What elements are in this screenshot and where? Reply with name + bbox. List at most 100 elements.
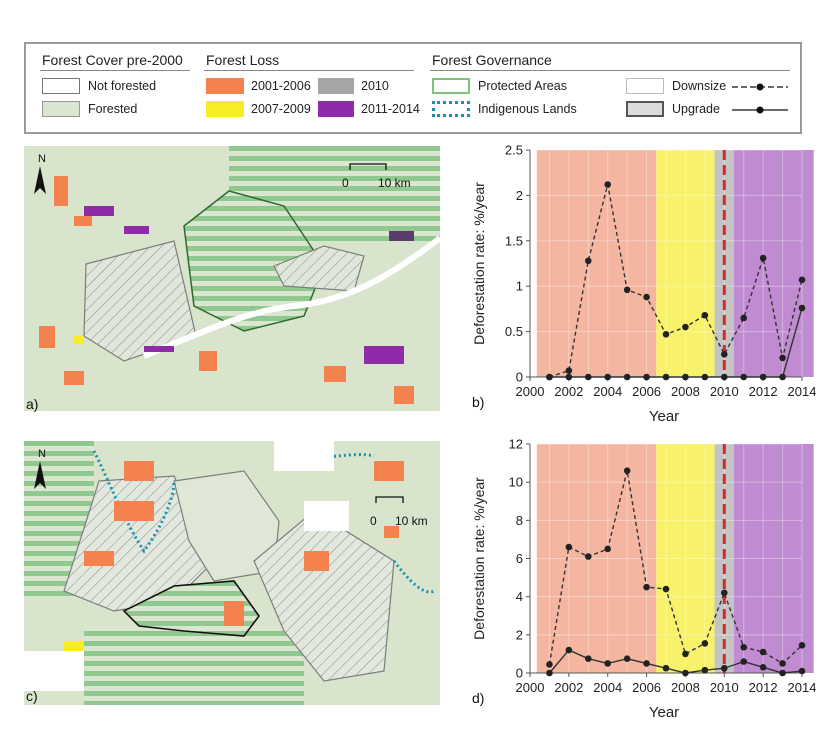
data-point-dashed bbox=[623, 286, 631, 294]
series-line-solid bbox=[548, 649, 803, 674]
data-point-dashed bbox=[759, 648, 767, 656]
data-point-solid bbox=[798, 667, 806, 675]
indigenous-land-boundary-east bbox=[392, 560, 435, 594]
series-line-dashed bbox=[548, 470, 803, 665]
svg-text:0: 0 bbox=[370, 514, 377, 528]
svg-text:N: N bbox=[38, 448, 46, 460]
y-tick-label: 2 bbox=[516, 627, 523, 642]
data-point-solid bbox=[662, 373, 670, 381]
chart-d: 0 2 4 6 8 10 12 2000 2002 2004 2006 2008 2010 2012 201… bbox=[471, 437, 816, 722]
legend-label-indigenous-lands: Indigenous Lands bbox=[478, 102, 577, 116]
data-point-solid bbox=[759, 663, 767, 671]
swatch-loss-2011-2014 bbox=[318, 101, 354, 117]
forest-loss-patches bbox=[64, 461, 404, 651]
panel-letter-c: c) bbox=[26, 688, 38, 704]
data-point-solid bbox=[643, 373, 650, 381]
x-tick-label: 2012 bbox=[749, 384, 778, 399]
data-point-dashed bbox=[546, 661, 553, 668]
north-arrow: N bbox=[34, 448, 46, 489]
data-point-dashed bbox=[643, 583, 650, 591]
y-tick-label: 0.5 bbox=[505, 324, 523, 339]
data-point-dashed bbox=[779, 660, 786, 667]
data-point-solid bbox=[779, 669, 786, 677]
period-band-2011-2014 bbox=[734, 150, 814, 377]
scale-bar: 0 10 km bbox=[342, 163, 411, 190]
data-point-solid bbox=[584, 655, 592, 662]
legend-divider-cover bbox=[40, 70, 190, 71]
data-point-solid bbox=[682, 373, 689, 381]
data-point-solid bbox=[759, 373, 767, 381]
legend-label-forested: Forested bbox=[88, 102, 138, 116]
data-point-solid bbox=[701, 373, 709, 381]
y-tick-label: 4 bbox=[516, 589, 523, 604]
data-point-solid bbox=[623, 373, 631, 381]
data-point-dashed bbox=[701, 640, 709, 647]
y-tick-label: 8 bbox=[516, 513, 523, 528]
data-point-dashed bbox=[798, 276, 806, 284]
legend-box: Forest Cover pre-2000 Forest Loss Forest… bbox=[24, 42, 802, 134]
legend-label-upgrade: Upgrade bbox=[672, 102, 720, 116]
downsize-line-icon bbox=[732, 83, 788, 91]
legend-header-forest-cover: Forest Cover pre-2000 bbox=[42, 52, 183, 68]
swatch-loss-2001-2006 bbox=[206, 78, 244, 94]
y-tick-label: 0 bbox=[516, 666, 523, 681]
forest-loss-patches bbox=[39, 176, 414, 404]
data-point-solid bbox=[546, 669, 553, 677]
north-arrow: N bbox=[34, 153, 46, 194]
data-point-solid bbox=[682, 669, 689, 677]
data-point-solid bbox=[565, 373, 573, 381]
data-point-dashed bbox=[798, 642, 806, 649]
swatch-indigenous-lands bbox=[432, 101, 470, 117]
panel-letter: b) bbox=[472, 394, 484, 410]
y-tick-label: 12 bbox=[509, 437, 523, 452]
swatch-loss-2010 bbox=[318, 78, 354, 94]
legend-header-forest-loss: Forest Loss bbox=[206, 52, 280, 68]
river bbox=[142, 235, 440, 359]
y-axis-label: Deforestation rate: %/year bbox=[471, 477, 487, 640]
x-tick-label: 2008 bbox=[671, 384, 700, 399]
legend-label-2010: 2010 bbox=[361, 79, 389, 93]
swatch-upgrade bbox=[626, 101, 664, 117]
x-tick-label: 2006 bbox=[632, 384, 661, 399]
data-point-solid bbox=[643, 660, 650, 667]
data-point-dashed bbox=[720, 589, 728, 597]
y-tick-label: 6 bbox=[516, 551, 523, 566]
data-point-dashed bbox=[604, 545, 612, 553]
x-tick-label: 2014 bbox=[788, 680, 816, 695]
data-point-solid bbox=[623, 655, 631, 662]
x-tick-label: 2002 bbox=[554, 384, 583, 399]
y-tick-label: 0 bbox=[516, 370, 523, 385]
y-axis-label: Deforestation rate: %/year bbox=[471, 182, 487, 345]
series-line-dashed bbox=[549, 184, 803, 378]
chart-b: 0 0.5 1 1.5 2 2.5 2000 2002 2004 2006 2008 2010 2012… bbox=[471, 143, 816, 426]
x-tick-label: 2012 bbox=[749, 680, 778, 695]
x-tick-label: 2014 bbox=[788, 384, 816, 399]
svg-text:N: N bbox=[38, 153, 46, 165]
data-point-solid bbox=[779, 373, 786, 381]
upgrade-line-icon bbox=[732, 106, 788, 114]
data-point-solid bbox=[740, 658, 748, 665]
data-point-dashed bbox=[584, 553, 592, 560]
scale-bar: 0 10 km bbox=[370, 496, 428, 528]
panel-letter-a: a) bbox=[26, 396, 39, 412]
legend-label-not-forested: Not forested bbox=[88, 79, 157, 93]
swatch-loss-2007-2009 bbox=[206, 101, 244, 117]
legend-label-2001-2006: 2001-2006 bbox=[251, 79, 311, 93]
swatch-protected-areas bbox=[432, 78, 470, 94]
x-axis-label: Year bbox=[649, 704, 679, 721]
data-point-dashed bbox=[682, 323, 689, 331]
x-axis-label: Year bbox=[649, 408, 679, 425]
data-point-solid bbox=[720, 373, 728, 381]
y-tick-label: 1.5 bbox=[505, 233, 523, 248]
data-point-solid bbox=[604, 373, 612, 381]
data-point-dashed bbox=[565, 543, 573, 551]
protected-area-upgrade bbox=[183, 190, 325, 332]
data-point-dashed bbox=[759, 254, 767, 262]
swatch-forested bbox=[42, 101, 80, 117]
legend-label-protected-areas: Protected Areas bbox=[478, 79, 567, 93]
data-point-dashed bbox=[604, 181, 612, 188]
legend-label-downsize: Downsize bbox=[672, 79, 727, 93]
data-point-dashed bbox=[584, 257, 592, 265]
data-point-dashed bbox=[565, 367, 573, 374]
non-forest-patches bbox=[24, 441, 349, 691]
